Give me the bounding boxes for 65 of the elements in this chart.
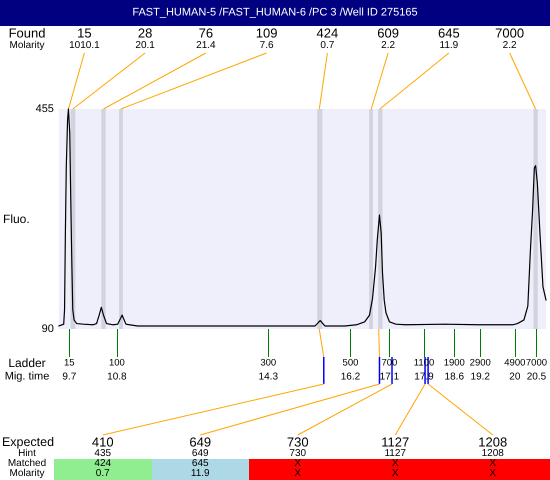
line-series [58,108,547,327]
text: Ladder [8,356,46,370]
text: 410 [92,434,114,449]
x-tick-label: 14.3 [258,372,278,382]
text: X [489,468,496,479]
text: X [294,458,302,469]
text: 21.4 [196,40,216,51]
text: 4900 [504,357,526,368]
text: Expected [2,434,54,448]
text: 500 [342,357,358,368]
text: 645 [192,458,209,469]
x-tick-label: 20 [509,372,521,382]
text: 424 [94,458,112,469]
text: 1208 [478,434,508,449]
text: Molarity [9,40,45,51]
text: Hint [18,448,36,458]
text: 2.2 [381,40,396,51]
text: X [392,468,399,479]
text: 1127 [384,448,406,458]
text: 649 [192,448,209,458]
annotation: 109 [256,26,278,40]
annotation: 7000 [495,26,524,40]
x-tick-label: 20.5 [526,372,547,382]
text: 11.9 [190,468,210,479]
text: 0.7 [320,40,334,51]
y-tick-label: 455 [36,103,54,115]
y-tick-label: 90 [42,323,54,335]
text: 7000 [526,357,548,368]
text: 730 [286,434,309,449]
annotation: 645 [438,26,460,40]
text: Matched [8,458,46,469]
text: 15 [64,357,75,368]
text: 11.9 [440,40,458,51]
text: 300 [260,357,276,368]
y-axis-title: Fluo. [2,212,30,226]
text: 20.1 [135,40,155,51]
annotation: 76 [198,26,214,40]
x-tick-label: 19.2 [470,372,490,382]
annotation: 15 [77,26,92,40]
text: 1127 [381,434,410,449]
x-tick-label: 9.7 [62,372,77,382]
text: X [294,468,302,479]
chart-title: FAST_HUMAN-5 /FAST_HUMAN-6 /PC 3 /Well ID 275165 [132,6,418,18]
text: 7.6 [260,40,274,51]
text: 649 [189,434,212,449]
annotation: 424 [316,26,338,40]
x-axis-title: Mig. time [4,370,50,382]
text: 1900 [444,357,465,368]
text: Found [8,26,46,40]
text: X [489,458,496,469]
x-tick-label: 10.8 [107,372,128,382]
text: 2.2 [502,40,517,51]
text: 100 [108,357,125,368]
x-tick-label: 16.2 [340,372,361,382]
text: X [392,458,399,469]
text: 2900 [470,357,491,368]
annotation: 28 [138,26,152,40]
text: 0.7 [96,468,110,479]
x-tick-label: 18.6 [444,372,464,382]
text: 730 [289,448,306,458]
text: 435 [94,448,112,458]
text: 1010.1 [69,40,100,51]
text: 1208 [482,448,504,458]
annotation: 609 [377,26,399,40]
text: Molarity [9,468,45,479]
